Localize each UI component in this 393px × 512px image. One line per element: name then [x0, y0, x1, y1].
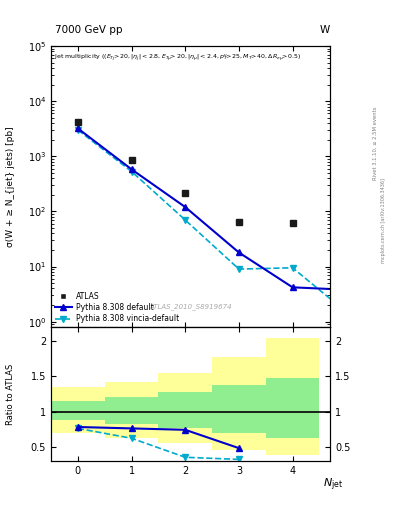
Text: mcplots.cern.ch [arXiv:1306.3436]: mcplots.cern.ch [arXiv:1306.3436] — [381, 178, 386, 263]
Text: Rivet 3.1.10, ≥ 2.5M events: Rivet 3.1.10, ≥ 2.5M events — [373, 106, 378, 180]
Y-axis label: σ(W + ≥ N_{jet} jets) [pb]: σ(W + ≥ N_{jet} jets) [pb] — [6, 126, 15, 247]
Text: Jet multiplicity (($E_{Tj}\!\!>20,|\eta_j|<2.8,E_{T\mu}\!\!>20,|\eta_\mu|<2.4,p_: Jet multiplicity (($E_{Tj}\!\!>20,|\eta_… — [54, 52, 301, 62]
Legend: ATLAS, Pythia 8.308 default, Pythia 8.308 vincia-default: ATLAS, Pythia 8.308 default, Pythia 8.30… — [55, 292, 179, 323]
Text: ATLAS_2010_S8919674: ATLAS_2010_S8919674 — [149, 304, 232, 310]
Text: W: W — [320, 25, 330, 35]
Text: 7000 GeV pp: 7000 GeV pp — [55, 25, 123, 35]
Y-axis label: Ratio to ATLAS: Ratio to ATLAS — [6, 364, 15, 424]
X-axis label: $N_{\rm jet}$: $N_{\rm jet}$ — [323, 477, 343, 493]
